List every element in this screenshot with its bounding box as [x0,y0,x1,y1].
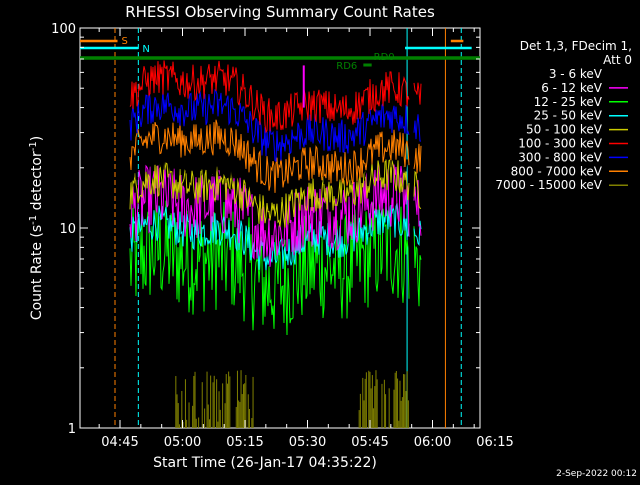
y-axis-label-sup: -1 [28,141,39,151]
x-tick-label: 05:00 [164,435,201,450]
y-axis-label-part: detector [29,151,45,215]
series-trace [129,162,422,267]
legend-entry-label: 25 - 50 keV [534,109,603,123]
x-tick-label: 06:15 [476,435,513,450]
legend-entry-label: 12 - 25 keV [534,95,603,109]
y-axis-label: Count Rate (s-1 detector-1) [28,136,45,320]
legend-entry-label: 50 - 100 keV [526,123,603,137]
legend-entry-label: 800 - 7000 keV [511,164,603,178]
flag-label: N [142,44,149,55]
y-tick-label: 10 [59,222,76,237]
legend-header-line: Att 0 [603,53,632,67]
series-trace [129,119,422,193]
x-tick-label: 06:00 [414,435,451,450]
legend-header-line: Det 1,3, FDecim 1, [520,39,632,53]
x-tick-label: 05:15 [226,435,263,450]
y-axis-label-part: ) [29,136,45,141]
y-tick-label: 1 [68,422,76,437]
x-tick-label: 05:45 [351,435,388,450]
chart-title: RHESSI Observing Summary Count Rates [125,3,435,21]
x-axis-label: Start Time (26-Jan-17 04:35:22) [153,455,377,471]
flag-bars: S N RD0 RD6 [80,36,480,72]
legend-entry-label: 100 - 300 keV [518,137,602,151]
series-trace [129,88,422,163]
y-axis-label-part: Count Rate (s [29,225,45,320]
data-series [129,60,422,428]
flag-label: S [122,36,128,47]
legend-entry-label: 6 - 12 keV [541,81,603,95]
y-tick-label: 100 [51,22,76,37]
y-axis-label-sup: -1 [28,215,39,225]
x-tick-label: 05:30 [289,435,326,450]
axes: 04:45 05:00 05:15 05:30 05:45 06:00 06:15 1 10 10… [51,22,514,450]
flag-label: RD6 [336,61,357,72]
series-trace [129,159,422,228]
series-trace [175,370,409,428]
x-tick-label: 04:45 [101,435,138,450]
flag-label: RD0 [374,52,395,63]
footer-date: 2-Sep-2022 00:12 [556,469,637,479]
series-trace [129,60,422,134]
legend-entry-label: 300 - 800 keV [518,150,602,164]
series-trace [129,200,422,336]
legend-entry-label: 7000 - 15000 keV [495,178,602,192]
legend-entry-label: 3 - 6 keV [549,67,603,81]
